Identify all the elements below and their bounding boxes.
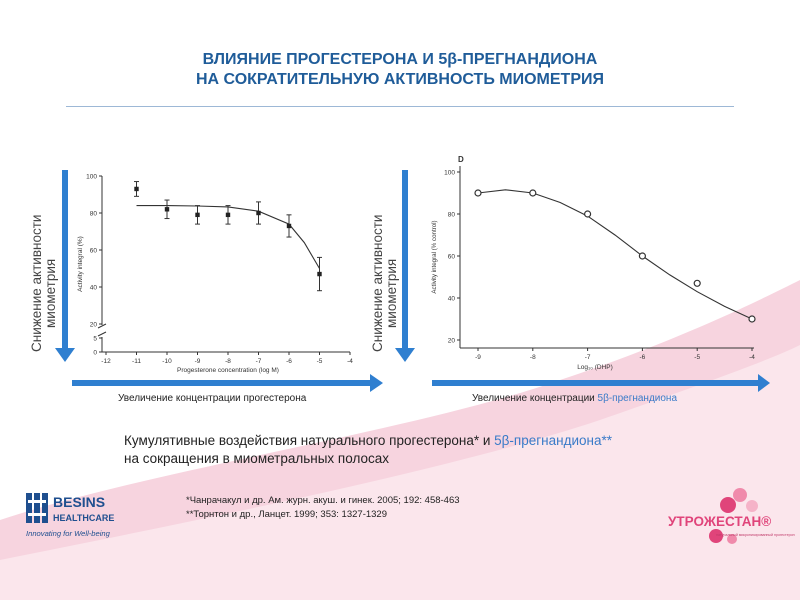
right-x-tick-label: -7: [585, 354, 591, 361]
left-y-tick-label: 100: [86, 174, 97, 181]
utrozhestan-logo-tagline: натуральный микронизированный прогестеро…: [716, 533, 795, 537]
left-data-point: [195, 212, 200, 218]
left-fit-curve: [136, 205, 320, 269]
left-x-tick-label: -9: [195, 358, 201, 365]
vertical-arrow-right: [395, 170, 415, 362]
left-x-tick-label: -11: [132, 358, 141, 365]
vertical-arrow-left: [55, 170, 75, 362]
horizontal-arrow-left: [72, 374, 383, 392]
vertical-arrow-label-line-1-right: Снижение активности: [372, 215, 385, 352]
right-x-axis-label: Log₁₀ (DHP): [577, 364, 613, 371]
right-panel-label: D: [458, 155, 464, 164]
left-y-tick-label: 5: [93, 336, 97, 343]
left-x-tick-label: -8: [225, 358, 231, 365]
left-y-tick-label: 60: [90, 248, 98, 255]
right-x-tick-label: -4: [749, 354, 755, 361]
left-data-point: [225, 212, 231, 218]
title-line-1: ВЛИЯНИЕ ПРОГЕСТЕРОНА И 5β-ПРЕГНАНДИОНА: [202, 51, 598, 68]
left-axis-break: [97, 323, 107, 329]
vertical-arrow-label-line-2: миометрия: [43, 259, 58, 328]
right-data-point: [584, 210, 592, 218]
right-data-point: [529, 189, 537, 197]
chart-subtitle: Кумулятивные воздействия натурального пр…: [124, 432, 612, 468]
left-arrow-caption: Увеличение концентрации прогестерона: [118, 393, 307, 404]
subtitle-line1-highlight: 5β-прегнандиона**: [494, 433, 612, 448]
references: *Чанрачакул и др. Ам. журн. акуш. и гине…: [186, 494, 460, 522]
besins-logo: BESINS HEALTHCARE Innovating for Well-be…: [26, 493, 114, 538]
right-data-point: [748, 315, 756, 323]
right-x-tick-label: -9: [475, 354, 481, 361]
left-y-tick-label: 40: [90, 285, 98, 292]
reference-2: **Торнтон и др., Ланцет. 1999; 353: 1327…: [186, 509, 387, 520]
left-x-tick-label: -5: [317, 358, 323, 365]
left-y-axis-label: Activity integral (%): [77, 236, 84, 292]
left-x-tick-label: -4: [347, 358, 353, 365]
left-x-tick-label: -12: [101, 358, 111, 365]
vertical-arrow-label-line-2-right: миометрия: [384, 259, 399, 328]
left-y-tick-label: 80: [90, 211, 98, 218]
left-data-point: [286, 223, 292, 229]
left-x-axis-label: Progesterone concentration (log M): [177, 367, 279, 374]
utrozhestan-logo: УТРОЖЕСТАН® натуральный микронизированны…: [668, 488, 795, 544]
utrozhestan-logo-name: УТРОЖЕСТАН®: [668, 514, 771, 529]
besins-logo-sub: HEALTHCARE: [53, 513, 114, 523]
horizontal-arrow-right: [432, 374, 770, 392]
left-x-tick-label: -7: [256, 358, 262, 365]
besins-logo-tagline: Innovating for Well-being: [26, 529, 111, 538]
right-y-tick-label: 40: [448, 296, 456, 303]
subtitle-line2: на сокращения в миометральных полосах: [124, 451, 389, 466]
left-x-tick-label: -6: [286, 358, 292, 365]
left-data-point: [134, 186, 139, 192]
right-data-point: [693, 279, 701, 287]
left-data-point: [256, 210, 261, 216]
left-y-tick-label: 0: [93, 350, 97, 357]
right-arrow-caption-text: Увеличение концентрации: [472, 393, 598, 404]
title-divider: [66, 106, 734, 107]
title-line-2: НА СОКРАТИТЕЛЬНУЮ АКТИВНОСТЬ МИОМЕТРИЯ: [196, 71, 604, 88]
slide-title: ВЛИЯНИЕ ПРОГЕСТЕРОНА И 5β-ПРЕГНАНДИОНА Н…: [60, 50, 740, 90]
besins-logo-icon: [26, 493, 48, 523]
right-arrow-caption-highlight: 5β-прегнандиона: [597, 393, 678, 404]
left-x-tick-label: -10: [162, 358, 172, 365]
pregnanedione-chart: Снижение активности миометрия D 20 40 60 80 1…: [372, 155, 770, 392]
subtitle-line1-text: Кумулятивные воздействия натурального пр…: [124, 433, 495, 448]
right-y-tick-label: 80: [448, 212, 456, 219]
right-x-tick-label: -8: [530, 354, 536, 361]
right-y-tick-label: 60: [448, 254, 456, 261]
reference-1: *Чанрачакул и др. Ам. журн. акуш. и гине…: [186, 495, 460, 506]
left-axis-break: [97, 331, 107, 337]
right-fit-curve: [477, 189, 753, 320]
right-y-axis-label: Activity integral (% control): [431, 220, 438, 293]
vertical-arrow-label-line-1: Снижение активности: [29, 215, 44, 352]
right-data-point: [474, 189, 482, 197]
left-data-point: [164, 207, 170, 212]
circles-logo-icon: [709, 488, 758, 544]
right-x-tick-label: -5: [694, 354, 700, 361]
right-x-tick-label: -6: [640, 354, 646, 361]
left-y-tick-label: 20: [90, 322, 98, 329]
right-data-point: [638, 252, 646, 260]
besins-logo-name: BESINS: [53, 494, 105, 510]
right-y-tick-label: 100: [444, 170, 455, 177]
progesterone-chart: Снижение активности миометрия 0 5 20 40 60 80…: [29, 170, 383, 392]
right-y-tick-label: 20: [448, 338, 456, 345]
right-arrow-caption: Увеличение концентрации 5β-прегнандиона: [472, 393, 677, 404]
left-data-point: [317, 271, 322, 277]
